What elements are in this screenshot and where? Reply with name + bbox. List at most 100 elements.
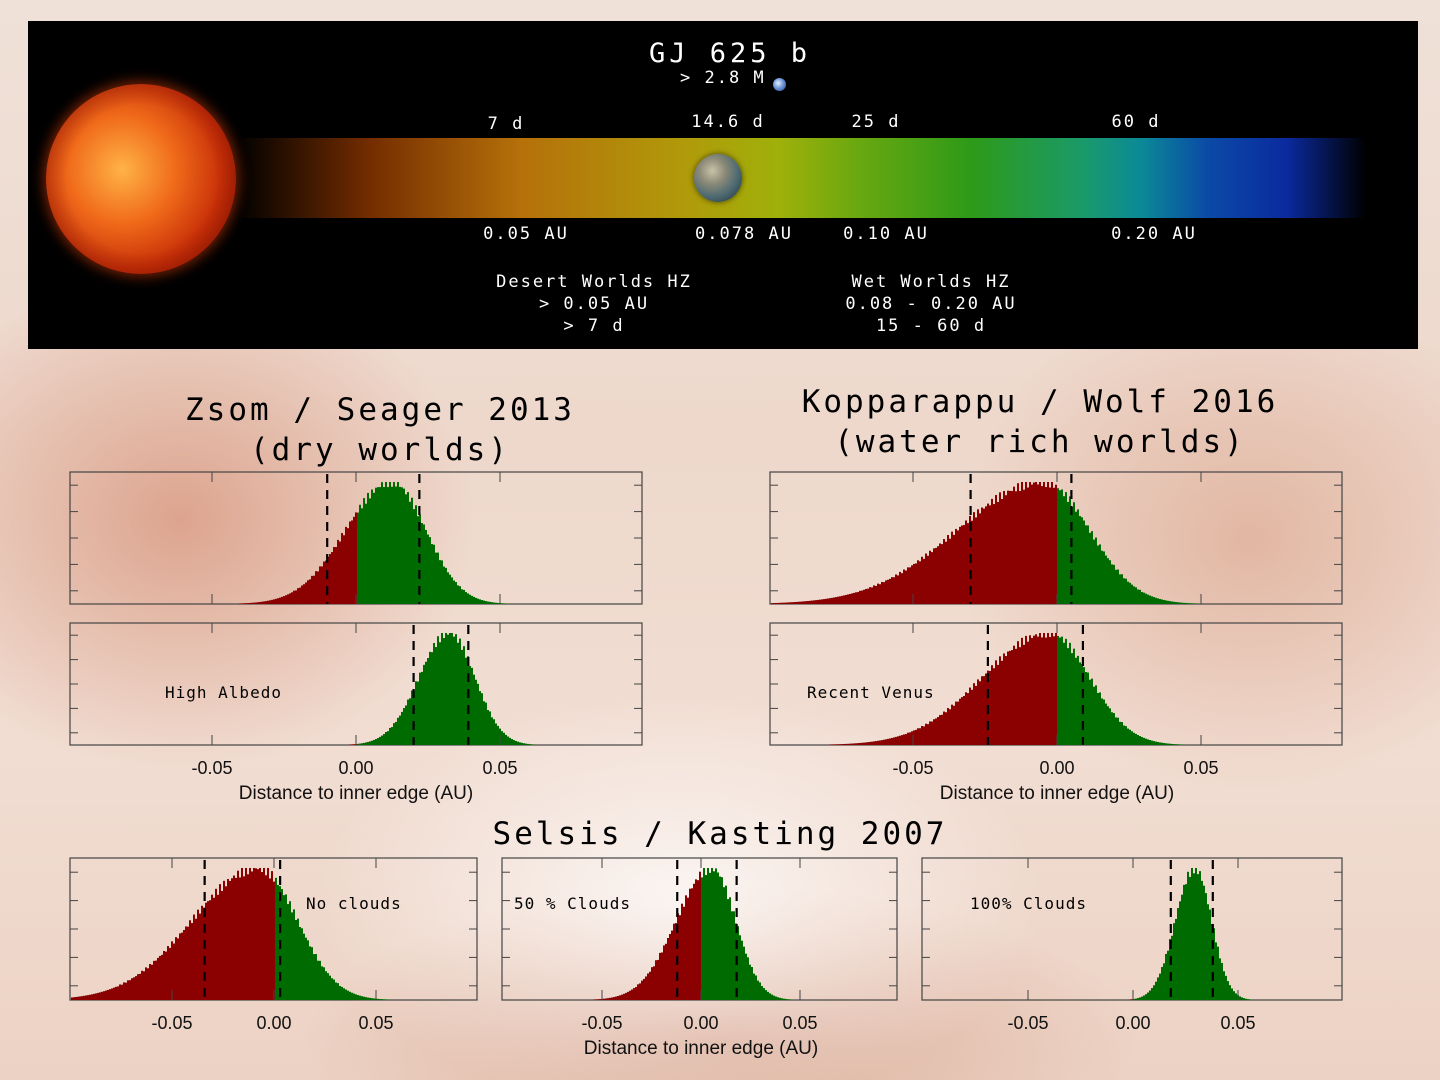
histogram-bar — [215, 888, 217, 1000]
x-axis-label: Distance to inner edge (AU) — [584, 1038, 818, 1059]
histogram-bar — [421, 671, 423, 745]
histogram-bar — [699, 871, 701, 1000]
histogram-bar — [123, 982, 125, 1000]
histogram-bar — [407, 492, 409, 604]
histogram-bar — [1189, 603, 1191, 604]
histogram-bar — [1127, 728, 1129, 745]
histogram-bar — [349, 521, 351, 604]
histogram-bar — [287, 594, 289, 604]
histogram-bar — [343, 535, 345, 604]
histogram-bar — [475, 597, 477, 604]
histogram-bar — [259, 601, 261, 604]
histogram-bar — [169, 947, 171, 1000]
histogram-bar — [347, 990, 349, 1000]
histogram-bar — [1141, 737, 1143, 745]
histogram-bar — [893, 737, 895, 745]
histogram-bar — [457, 585, 459, 604]
histogram-bar — [413, 509, 415, 604]
histogram-bar — [183, 930, 185, 1000]
histogram-bar — [607, 998, 609, 1000]
histogram-bar — [1041, 637, 1043, 745]
histogram-bar — [275, 598, 277, 604]
histogram-bar — [1053, 487, 1055, 604]
histogram-bar — [855, 743, 857, 745]
histogram-bar — [1049, 487, 1051, 604]
histogram-bar — [385, 482, 387, 604]
histogram-bar — [395, 721, 397, 745]
histogram-bar — [257, 869, 259, 1000]
histogram-bar — [269, 878, 271, 1000]
histogram-bar — [1149, 595, 1151, 604]
histogram-bar — [355, 994, 357, 1000]
histogram-bar — [289, 593, 291, 604]
histogram-bar — [449, 574, 451, 604]
histogram-bar — [947, 708, 949, 745]
histogram-bar — [921, 725, 923, 745]
histogram-bar — [1161, 599, 1163, 604]
histogram-bar — [1089, 532, 1091, 604]
histogram-bar — [999, 656, 1001, 745]
histogram-bar — [671, 930, 673, 1000]
histogram-bar — [617, 995, 619, 1000]
histogram-bar — [289, 901, 291, 1000]
panel-label-recent-venus: Recent Venus — [807, 683, 935, 702]
histogram-bar — [377, 738, 379, 745]
histogram-bar — [1021, 482, 1023, 604]
histogram-bar — [449, 633, 451, 745]
histogram-bar — [927, 555, 929, 604]
histogram-bar — [869, 587, 871, 604]
histogram-bar — [1139, 589, 1141, 604]
histogram-bar — [871, 741, 873, 745]
kopp-subheading: (water rich worlds) — [834, 424, 1246, 460]
histogram-bar — [845, 594, 847, 604]
selsis-heading: Selsis / Kasting 2007 — [492, 816, 948, 852]
histogram-bar — [357, 743, 359, 745]
histogram-bar — [227, 878, 229, 1000]
x-tick-label: 0.05 — [358, 1013, 393, 1033]
histogram-bar — [1061, 489, 1063, 604]
histogram-bar — [1093, 686, 1095, 745]
histogram-bar — [1079, 662, 1081, 745]
histogram-bar — [261, 872, 263, 1000]
histogram-bar — [891, 577, 893, 604]
plot-frame — [69, 622, 643, 746]
histogram-bar — [229, 880, 231, 1000]
histogram-bar — [1073, 502, 1075, 604]
histogram-bar — [1147, 594, 1149, 604]
histogram-bar — [1101, 698, 1103, 745]
histogram-bar — [841, 744, 843, 745]
histogram-bar — [501, 731, 503, 745]
histogram-bar — [915, 563, 917, 604]
histogram-bar — [345, 989, 347, 1000]
histogram-bar — [441, 560, 443, 604]
histogram-bar — [839, 744, 841, 745]
histogram-bar — [693, 883, 695, 1000]
histogram-bar — [491, 602, 493, 604]
histogram-bar — [1143, 995, 1145, 1000]
distance-label: 0.05 AU — [483, 224, 569, 244]
histogram-bar — [651, 967, 653, 1000]
histogram-bar — [909, 567, 911, 604]
histogram-bar — [359, 995, 361, 1000]
histogram-bar — [1149, 740, 1151, 745]
histogram-bar — [719, 876, 721, 1000]
histogram-bar — [1167, 600, 1169, 604]
histogram-bar — [1231, 988, 1233, 1000]
histogram-bar — [899, 735, 901, 745]
histogram-bar — [315, 954, 317, 1000]
histogram-bar — [1081, 517, 1083, 604]
histogram-bar — [1079, 516, 1081, 604]
histogram-bar — [1229, 985, 1231, 1000]
histogram-bar — [1225, 975, 1227, 1000]
histogram-bar — [497, 725, 499, 745]
histogram-bar — [789, 602, 791, 604]
histogram-bar — [857, 743, 859, 745]
histogram-bar — [733, 911, 735, 1000]
histogram-bar — [425, 661, 427, 745]
histogram-bar — [387, 731, 389, 745]
histogram-bar — [147, 968, 149, 1000]
histogram-bar — [1121, 574, 1123, 604]
histogram-bar — [1075, 657, 1077, 745]
histogram-bar — [965, 520, 967, 604]
histogram-bar — [619, 995, 621, 1000]
